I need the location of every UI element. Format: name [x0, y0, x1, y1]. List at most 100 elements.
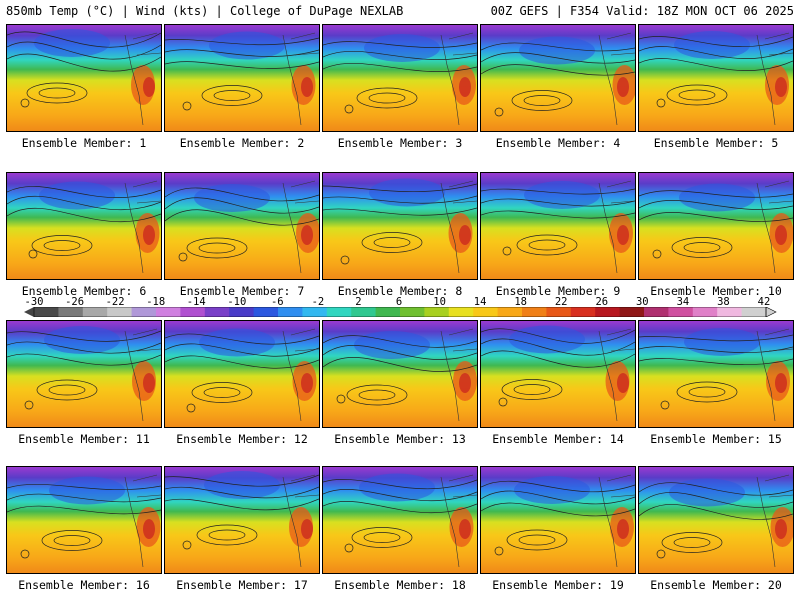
colorbar-swatch [424, 307, 450, 317]
ensemble-member-panel: Ensemble Member: 1 [6, 24, 162, 150]
map-plot [7, 173, 161, 279]
temperature-map [480, 172, 636, 280]
ensemble-member-label: Ensemble Member: 18 [334, 578, 466, 592]
ensemble-member-panel: Ensemble Member: 6 [6, 172, 162, 298]
colorbar-swatch [448, 307, 474, 317]
temperature-map [6, 466, 162, 574]
header-title: 850mb Temp (°C) | Wind (kts) | College o… [6, 4, 404, 18]
temperature-map [480, 24, 636, 132]
colorbar-swatch [180, 307, 206, 317]
colorbar-swatch [82, 307, 108, 317]
ensemble-member-panel: Ensemble Member: 2 [164, 24, 320, 150]
temperature-map [638, 24, 794, 132]
ensemble-member-label: Ensemble Member: 11 [18, 432, 150, 446]
header-run-info: 00Z GEFS | F354 Valid: 18Z MON OCT 06 20… [490, 4, 794, 18]
colorbar-tick-label: -26 [65, 296, 85, 308]
ensemble-member-label: Ensemble Member: 16 [18, 578, 150, 592]
ensemble-member-label: Ensemble Member: 7 [179, 284, 305, 298]
ensemble-member-label: Ensemble Member: 10 [650, 284, 782, 298]
map-plot [639, 467, 793, 573]
map-plot [481, 173, 635, 279]
colorbar-tick-label: -14 [186, 296, 206, 308]
temperature-map [480, 466, 636, 574]
colorbar-tick-label: 6 [395, 296, 403, 308]
temperature-map [322, 320, 478, 428]
map-plot [639, 321, 793, 427]
map-plot [7, 25, 161, 131]
ensemble-member-label: Ensemble Member: 3 [337, 136, 463, 150]
temperature-map [6, 172, 162, 280]
ensemble-member-panel: Ensemble Member: 13 [322, 320, 478, 446]
colorbar-swatch [741, 307, 767, 317]
ensemble-member-panel: Ensemble Member: 10 [638, 172, 794, 298]
colorbar-swatch [668, 307, 694, 317]
ensemble-member-panel: Ensemble Member: 7 [164, 172, 320, 298]
ensemble-member-label: Ensemble Member: 13 [334, 432, 466, 446]
colorbar-swatch [351, 307, 377, 317]
ensemble-member-panel: Ensemble Member: 4 [480, 24, 636, 150]
map-plot [323, 321, 477, 427]
ensemble-member-label: Ensemble Member: 4 [495, 136, 621, 150]
colorbar-swatch [131, 307, 157, 317]
colorbar-swatch [692, 307, 718, 317]
ensemble-member-label: Ensemble Member: 15 [650, 432, 782, 446]
map-plot [323, 25, 477, 131]
ensemble-member-label: Ensemble Member: 20 [650, 578, 782, 592]
map-plot [639, 173, 793, 279]
colorbar-high-arrow [765, 307, 777, 317]
colorbar-tick-label: 26 [595, 296, 609, 308]
map-plot [481, 321, 635, 427]
ensemble-member-panel: Ensemble Member: 5 [638, 24, 794, 150]
colorbar-tick-label: 34 [676, 296, 690, 308]
temperature-map [164, 320, 320, 428]
ensemble-member-label: Ensemble Member: 12 [176, 432, 308, 446]
temperature-map [6, 24, 162, 132]
colorbar-swatch [522, 307, 547, 317]
ensemble-member-panel: Ensemble Member: 18 [322, 466, 478, 592]
ensemble-member-panel: Ensemble Member: 20 [638, 466, 794, 592]
ensemble-member-panel: Ensemble Member: 8 [322, 172, 478, 298]
colorbar-swatch [595, 307, 621, 317]
ensemble-member-label: Ensemble Member: 14 [492, 432, 624, 446]
colorbar-swatch [204, 307, 230, 317]
colorbar-swatch [156, 307, 181, 317]
colorbar-outline [33, 307, 767, 317]
map-plot [7, 321, 161, 427]
temperature-map [638, 172, 794, 280]
colorbar-swatch [644, 307, 669, 317]
colorbar-swatch [302, 307, 328, 317]
colorbar-swatch [546, 307, 572, 317]
ensemble-member-label: Ensemble Member: 19 [492, 578, 624, 592]
map-plot [481, 467, 635, 573]
temperature-map [322, 172, 478, 280]
ensemble-member-panel: Ensemble Member: 19 [480, 466, 636, 592]
ensemble-member-panel: Ensemble Member: 11 [6, 320, 162, 446]
map-plot [639, 25, 793, 131]
colorbar-swatch [58, 307, 84, 317]
ensemble-member-panel: Ensemble Member: 15 [638, 320, 794, 446]
temperature-map [164, 466, 320, 574]
colorbar-swatch [253, 307, 279, 317]
colorbar-scale [24, 307, 777, 317]
colorbar-tick-label: 42 [757, 296, 771, 308]
colorbar-swatch [717, 307, 743, 317]
temperature-map [6, 320, 162, 428]
colorbar-tick-label: -18 [146, 296, 166, 308]
colorbar-tick-label: 14 [473, 296, 487, 308]
ensemble-member-label: Ensemble Member: 8 [337, 284, 463, 298]
colorbar-swatch [107, 307, 133, 317]
temperature-map [322, 24, 478, 132]
colorbar-tick-label: -10 [227, 296, 247, 308]
colorbar-tick-label: -2 [311, 296, 325, 308]
ensemble-member-panel: Ensemble Member: 14 [480, 320, 636, 446]
map-plot [481, 25, 635, 131]
colorbar-swatch [34, 307, 59, 317]
ensemble-member-label: Ensemble Member: 9 [495, 284, 621, 298]
colorbar-swatch [473, 307, 499, 317]
colorbar-swatch [619, 307, 645, 317]
colorbar-tick-label: 38 [717, 296, 730, 308]
page-header: 850mb Temp (°C) | Wind (kts) | College o… [0, 0, 800, 22]
ensemble-member-label: Ensemble Member: 6 [21, 284, 147, 298]
colorbar-swatch [497, 307, 523, 317]
